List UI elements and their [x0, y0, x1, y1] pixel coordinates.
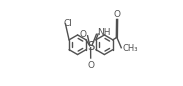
Text: Cl: Cl: [63, 19, 72, 28]
Text: S: S: [87, 40, 94, 53]
Text: NH: NH: [97, 28, 110, 37]
Text: O: O: [114, 10, 121, 19]
Text: CH₃: CH₃: [122, 44, 138, 53]
Text: O: O: [87, 61, 94, 70]
Text: O: O: [79, 30, 86, 39]
